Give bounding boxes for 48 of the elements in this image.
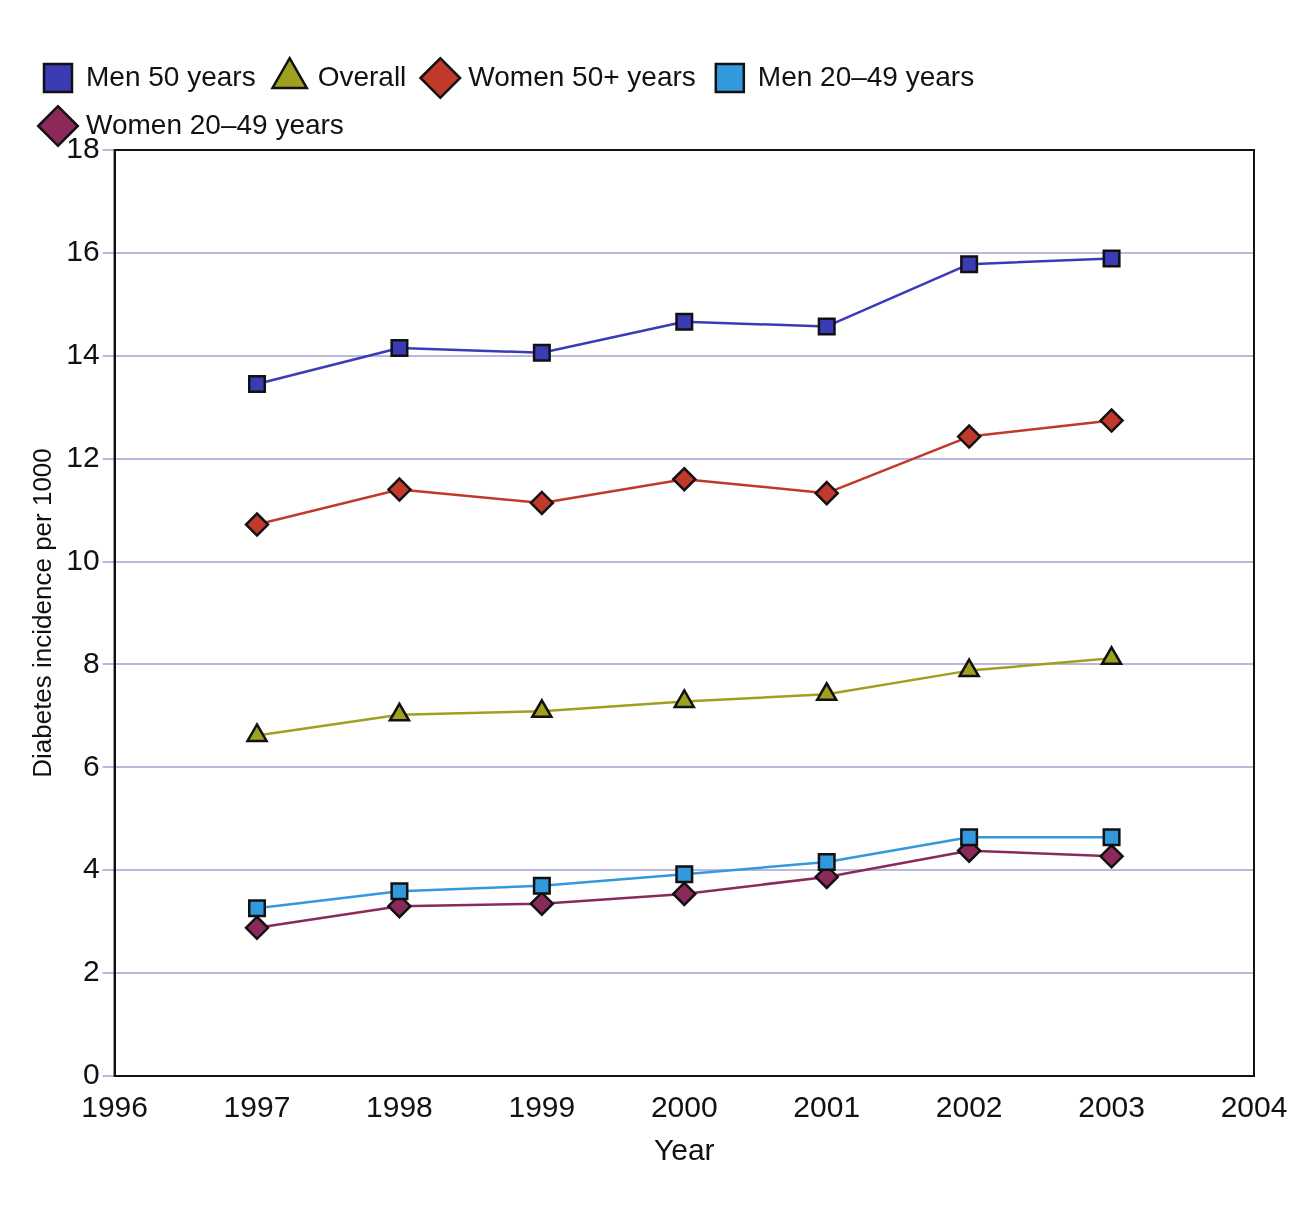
x-tick-label: 1999	[508, 1090, 576, 1124]
point	[672, 466, 697, 492]
x-tick-label: 1996	[81, 1090, 148, 1124]
point	[247, 375, 267, 394]
point	[244, 512, 270, 537]
legend-label: Overall	[317, 60, 407, 92]
point	[1102, 828, 1121, 847]
point	[390, 339, 409, 358]
point	[532, 876, 551, 895]
y-tick-label: 12	[66, 439, 100, 473]
y-tick-label: 0	[82, 1057, 100, 1091]
point	[960, 828, 979, 847]
legend-label: Women 50+ years	[468, 60, 696, 92]
legend-label: Men 50 years	[86, 60, 256, 92]
x-tick-label: 1997	[223, 1090, 291, 1124]
point	[675, 312, 694, 331]
x-axis-title: Year	[653, 1133, 715, 1167]
point	[529, 490, 555, 516]
point	[675, 865, 694, 884]
y-tick-label: 10	[66, 542, 100, 576]
point	[532, 343, 551, 362]
point	[960, 255, 979, 274]
y-tick-label: 14	[66, 337, 100, 371]
y-tick-label: 16	[66, 234, 100, 268]
point	[672, 881, 697, 907]
point	[247, 899, 267, 918]
y-tick-label: 2	[82, 954, 100, 988]
point	[817, 317, 836, 336]
y-axis-title: Diabetes incidence per 1000	[26, 448, 57, 778]
y-tick-label: 6	[82, 748, 100, 782]
point	[1102, 249, 1121, 268]
x-tick-label: 2004	[1220, 1090, 1288, 1124]
point	[817, 852, 836, 872]
point	[814, 480, 839, 506]
x-tick-label: 1998	[366, 1090, 433, 1124]
x-tick-label: 2002	[935, 1090, 1003, 1124]
x-tick-label: 2001	[793, 1090, 861, 1124]
x-tick-label: 2000	[650, 1090, 718, 1124]
point	[244, 915, 270, 941]
point	[956, 424, 982, 449]
point	[390, 882, 409, 901]
point	[1099, 408, 1124, 433]
point	[387, 477, 412, 502]
y-tick-label: 8	[82, 645, 100, 679]
x-tick-label: 2003	[1078, 1090, 1145, 1124]
point	[1099, 844, 1124, 869]
legend-label: Men 20–49 years	[757, 60, 975, 92]
y-tick-label: 4	[82, 851, 100, 885]
